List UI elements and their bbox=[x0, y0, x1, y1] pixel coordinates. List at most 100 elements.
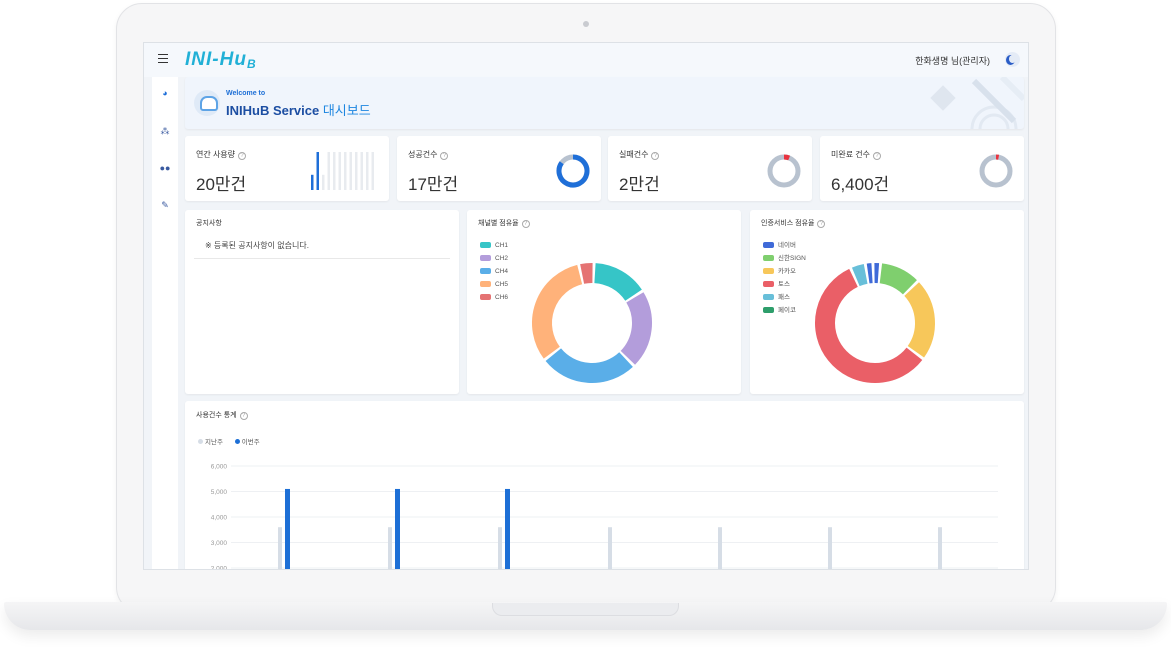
channel-share-title: 채널별 점유율? bbox=[478, 218, 530, 228]
notice-title: 공지사항 bbox=[196, 220, 222, 227]
help-icon[interactable]: ? bbox=[651, 152, 660, 160]
bar-last-week[interactable] bbox=[608, 527, 612, 570]
bar-last-week[interactable] bbox=[498, 527, 502, 570]
legend-label: 카카오 bbox=[778, 268, 796, 275]
users-icon[interactable]: ●● bbox=[159, 163, 171, 173]
welcome-small-text: Welcome to bbox=[226, 90, 266, 97]
donut-slice[interactable] bbox=[815, 268, 923, 383]
failure-donut bbox=[767, 154, 801, 188]
services-icon[interactable]: ⁂ bbox=[160, 126, 170, 136]
user-name[interactable]: 한화생명 님(관리자) bbox=[915, 56, 990, 66]
stat-value: 6,400건 bbox=[831, 175, 890, 194]
legend-item[interactable]: 신한SIGN bbox=[763, 255, 806, 263]
notice-panel: 공지사항 ※ 등록된 공지사항이 없습니다. bbox=[185, 210, 459, 394]
usage-mini-bar bbox=[316, 152, 319, 190]
legend-swatch bbox=[480, 255, 491, 261]
legend-swatch bbox=[763, 242, 774, 248]
y-tick-label: 6,000 bbox=[211, 464, 228, 471]
settings-wrench-icon[interactable]: ✎ bbox=[161, 200, 169, 210]
camera-dot bbox=[583, 21, 589, 27]
donut-track bbox=[979, 154, 1013, 188]
stat-card-annual-usage: 연간 사용량? 20만건 bbox=[185, 136, 389, 201]
legend-item[interactable]: CH2 bbox=[480, 255, 508, 263]
donut-slice[interactable] bbox=[532, 264, 583, 359]
stat-title: 미완료 건수? bbox=[831, 149, 882, 160]
help-icon[interactable]: ? bbox=[873, 152, 882, 160]
donut-slice[interactable] bbox=[580, 263, 593, 284]
stat-card-incomplete: 미완료 건수? 6,400건 bbox=[820, 136, 1024, 201]
y-tick-label: 3,000 bbox=[211, 540, 228, 547]
success-donut bbox=[556, 154, 590, 188]
legend-swatch bbox=[763, 281, 774, 287]
bar-last-week[interactable] bbox=[718, 527, 722, 570]
y-tick-label: 2,000 bbox=[211, 566, 228, 571]
legend-label: 네이버 bbox=[778, 242, 796, 249]
stat-card-failure: 실패건수? 2만건 bbox=[608, 136, 812, 201]
channel-share-panel: 채널별 점유율? CH1 CH2 CH4 CH5 CH6 bbox=[467, 210, 741, 394]
help-icon[interactable]: ? bbox=[239, 412, 248, 420]
auth-donut-chart bbox=[815, 263, 935, 383]
legend-item[interactable]: CH6 bbox=[480, 294, 508, 302]
channel-donut-chart bbox=[532, 263, 652, 383]
help-icon[interactable]: ? bbox=[440, 152, 449, 160]
usage-mini-bar bbox=[322, 174, 325, 190]
legend-last-week[interactable]: 지난주 bbox=[198, 439, 228, 446]
bar-last-week[interactable] bbox=[278, 527, 282, 570]
usage-stats-title: 사용건수 통계? bbox=[196, 410, 248, 420]
welcome-banner: Welcome to INIHuB Service 대시보드 bbox=[185, 77, 1024, 129]
bar-last-week[interactable] bbox=[388, 527, 392, 570]
usage-stats-panel: 사용건수 통계? 지난주 이번주 6,000 5,000 4,000 3,000 2,0… bbox=[185, 401, 1024, 571]
help-icon[interactable]: ? bbox=[238, 152, 247, 160]
dashboard-icon[interactable]: ◕ bbox=[162, 88, 168, 98]
usage-mini-bar bbox=[333, 152, 336, 190]
dark-mode-toggle-icon[interactable] bbox=[1005, 52, 1020, 67]
donut-slice[interactable] bbox=[851, 264, 868, 287]
stat-title: 성공건수? bbox=[408, 149, 449, 160]
legend-item[interactable]: 네이버 bbox=[763, 242, 796, 250]
hamburger-menu-icon[interactable] bbox=[158, 54, 168, 63]
bar-this-week[interactable] bbox=[505, 488, 510, 570]
stat-value: 17만건 bbox=[408, 175, 459, 194]
legend-item[interactable]: 패스 bbox=[763, 294, 790, 302]
donut-slice[interactable] bbox=[620, 292, 652, 365]
auth-share-title: 인증서비스 점유율? bbox=[761, 218, 826, 228]
legend-label: CH4 bbox=[495, 268, 509, 275]
usage-mini-bar bbox=[366, 152, 369, 190]
donut-track bbox=[767, 154, 801, 188]
bar-last-week[interactable] bbox=[828, 527, 832, 570]
legend-item[interactable]: 카카오 bbox=[763, 268, 796, 276]
donut-slice[interactable] bbox=[545, 347, 633, 383]
bar-this-week[interactable] bbox=[285, 488, 290, 570]
help-icon[interactable]: ? bbox=[817, 220, 826, 228]
legend-item[interactable]: 토스 bbox=[763, 281, 790, 289]
legend-item[interactable]: CH1 bbox=[480, 242, 508, 250]
page-title: INIHuB Service 대시보드 bbox=[226, 103, 371, 118]
legend-label: 페이코 bbox=[778, 307, 796, 314]
legend-this-week[interactable]: 이번주 bbox=[234, 439, 265, 446]
help-icon[interactable]: ? bbox=[521, 220, 530, 228]
banner-decoration bbox=[930, 77, 1024, 129]
bar-this-week[interactable] bbox=[395, 488, 400, 570]
legend-item[interactable]: 페이코 bbox=[763, 307, 796, 315]
legend-item[interactable]: CH4 bbox=[480, 268, 508, 276]
usage-mini-bar bbox=[360, 152, 363, 190]
donut-slice[interactable] bbox=[593, 263, 642, 302]
donut-fill bbox=[783, 154, 791, 161]
screen: INI-HuB 한화생명 님(관리자) ◕ ⁂ ●● ✎ Welcome to … bbox=[143, 42, 1029, 570]
sidebar: ◕ ⁂ ●● ✎ bbox=[152, 77, 178, 569]
legend-label: CH6 bbox=[495, 294, 509, 301]
y-tick-label: 5,000 bbox=[211, 489, 228, 496]
legend-label: 토스 bbox=[778, 281, 790, 288]
legend-swatch bbox=[480, 294, 491, 300]
donut-slice[interactable] bbox=[904, 282, 935, 358]
legend-item[interactable]: CH5 bbox=[480, 281, 508, 289]
donut-slice[interactable] bbox=[879, 263, 917, 295]
legend-swatch bbox=[763, 268, 774, 274]
legend-label: CH5 bbox=[495, 281, 509, 288]
legend-label: CH2 bbox=[495, 255, 509, 262]
app-logo[interactable]: INI-HuB bbox=[185, 49, 257, 71]
usage-mini-bar bbox=[355, 152, 358, 190]
stat-value: 20만건 bbox=[196, 175, 247, 194]
usage-mini-bar bbox=[344, 152, 347, 190]
bar-last-week[interactable] bbox=[938, 527, 942, 570]
